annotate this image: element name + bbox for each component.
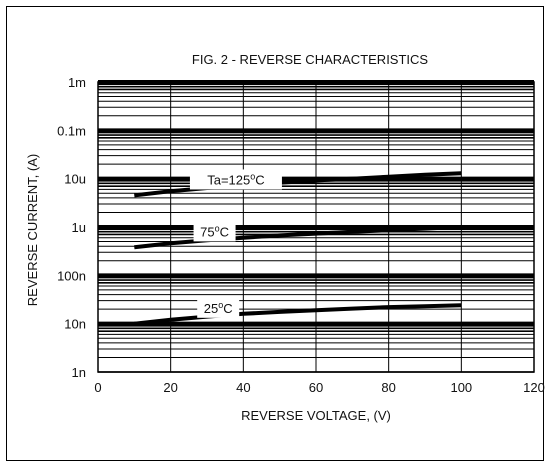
curve-labels: Ta=125oC 75oC 25oC (189, 169, 282, 318)
curve-label-2: 25oC (204, 300, 233, 316)
y-tick-label: 1u (72, 220, 86, 235)
y-axis-label: REVERSE CURRENT, (A) (25, 154, 40, 306)
x-tick-label: 20 (163, 380, 177, 395)
y-tick-label: 100n (57, 268, 86, 283)
curve-1 (134, 225, 462, 250)
x-tick-label: 60 (309, 380, 323, 395)
x-tick-label: 80 (381, 380, 395, 395)
y-tick-label: 1n (72, 365, 86, 380)
y-tick-label: 10u (64, 172, 86, 187)
x-tick-label: 0 (94, 380, 101, 395)
data-curves (134, 171, 462, 326)
y-tick-label: 10n (64, 317, 86, 332)
curve-label-0: Ta=125oC (207, 171, 264, 187)
x-tick-label: 40 (236, 380, 250, 395)
curve-0 (134, 171, 462, 198)
chart-title: FIG. 2 - REVERSE CHARACTERISTICS (192, 52, 429, 67)
axis-ticks: 0 20 40 60 80 100 120 1n 10n 100n 1u 10u 0.1m 1m (57, 75, 545, 395)
chart-grid (97, 80, 535, 373)
y-tick-label: 0.1m (57, 123, 86, 138)
x-tick-label: 120 (523, 380, 545, 395)
x-tick-label: 100 (450, 380, 472, 395)
curve-label-bg (193, 221, 236, 242)
curve-2 (134, 303, 462, 326)
curve-label-bg (197, 297, 240, 318)
y-tick-label: 1m (68, 75, 86, 90)
x-axis-label: REVERSE VOLTAGE, (V) (241, 408, 391, 423)
curve-label-bg (189, 169, 282, 190)
curve-label-1: 75oC (200, 223, 229, 239)
